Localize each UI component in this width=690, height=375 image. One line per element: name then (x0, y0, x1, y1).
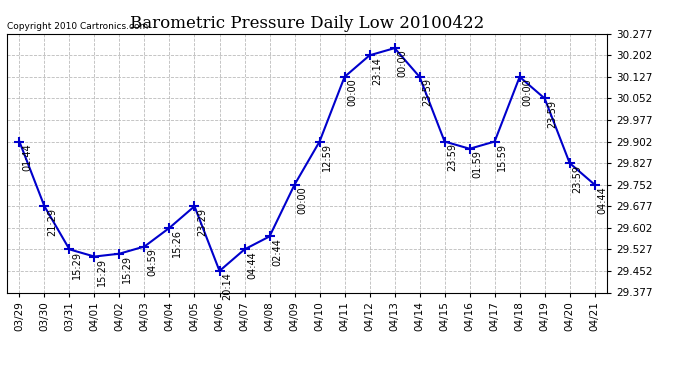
Text: 04:44: 04:44 (598, 186, 607, 214)
Text: 01:59: 01:59 (472, 150, 482, 178)
Title: Barometric Pressure Daily Low 20100422: Barometric Pressure Daily Low 20100422 (130, 15, 484, 32)
Text: 00:00: 00:00 (297, 186, 307, 214)
Text: 21:29: 21:29 (47, 208, 57, 236)
Text: 23:14: 23:14 (372, 57, 382, 85)
Text: 00:00: 00:00 (397, 50, 407, 77)
Text: 01:44: 01:44 (22, 143, 32, 171)
Text: 00:00: 00:00 (522, 78, 532, 106)
Text: 23:29: 23:29 (197, 208, 207, 236)
Text: 15:29: 15:29 (122, 255, 132, 283)
Text: 00:00: 00:00 (347, 78, 357, 106)
Text: 23:59: 23:59 (422, 78, 432, 106)
Text: 15:29: 15:29 (72, 251, 82, 279)
Text: 23:59: 23:59 (572, 165, 582, 192)
Text: 15:59: 15:59 (497, 143, 507, 171)
Text: 23:59: 23:59 (547, 100, 557, 128)
Text: 15:26: 15:26 (172, 229, 182, 257)
Text: 20:14: 20:14 (222, 272, 232, 300)
Text: Copyright 2010 Cartronics.com: Copyright 2010 Cartronics.com (7, 22, 148, 31)
Text: 15:29: 15:29 (97, 258, 107, 286)
Text: 23:59: 23:59 (447, 143, 457, 171)
Text: 04:44: 04:44 (247, 251, 257, 279)
Text: 12:59: 12:59 (322, 143, 332, 171)
Text: 02:44: 02:44 (272, 238, 282, 266)
Text: 04:59: 04:59 (147, 248, 157, 276)
